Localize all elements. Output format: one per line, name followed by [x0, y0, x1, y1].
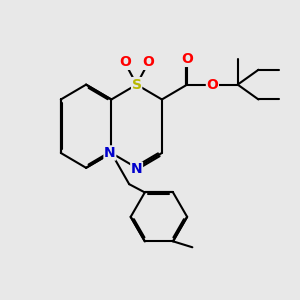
Text: O: O [142, 55, 154, 69]
Text: N: N [104, 146, 116, 160]
Text: O: O [181, 52, 193, 66]
Text: S: S [132, 78, 142, 92]
Text: O: O [206, 78, 218, 92]
Text: O: O [119, 55, 131, 69]
Text: N: N [131, 162, 142, 176]
